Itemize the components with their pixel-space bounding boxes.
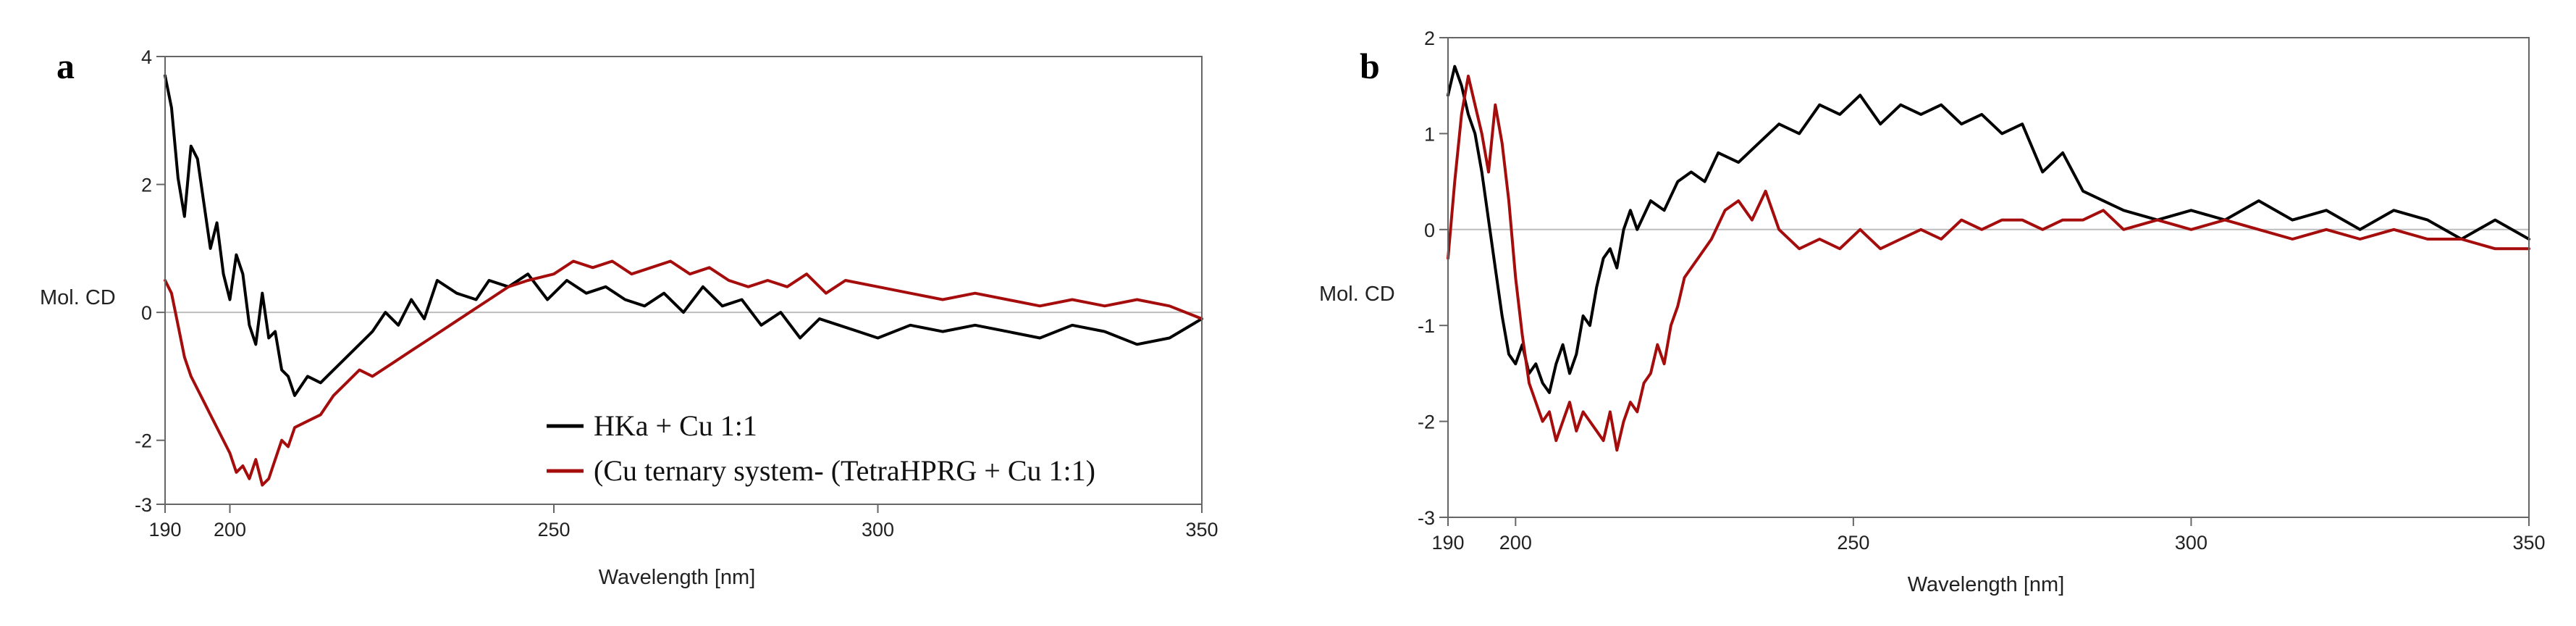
y-tick-label: 0 bbox=[1424, 220, 1435, 241]
legend-label-ternary: (Cu ternary system- (TetraHPRG + Cu 1:1) bbox=[594, 454, 1095, 487]
y-tick-label: 2 bbox=[1424, 28, 1435, 49]
series-line-ternary bbox=[1447, 75, 2530, 452]
x-tick-label: 300 bbox=[862, 519, 894, 541]
y-axis-title-b: Mol. CD bbox=[1319, 283, 1395, 306]
series-line-hka bbox=[164, 74, 1203, 397]
x-axis-title-a: Wavelength [nm] bbox=[599, 566, 756, 589]
x-tick-label: 190 bbox=[1431, 532, 1464, 554]
y-tick-label: 2 bbox=[141, 175, 152, 196]
y-tick-label: -2 bbox=[135, 430, 152, 452]
x-tick-label: 350 bbox=[1185, 519, 1218, 541]
chart-panel-b: b -3 -2 -1 0 1 2 190 200 250 300 350 Mol. CD Wave… bbox=[1319, 28, 2546, 596]
x-tick-label: 200 bbox=[1499, 532, 1532, 554]
x-ticks-a: 190 200 250 300 350 bbox=[148, 504, 1218, 541]
x-tick-label: 300 bbox=[2175, 532, 2207, 554]
series-group-b bbox=[1447, 64, 2530, 452]
x-ticks-b: 190 200 250 300 350 bbox=[1431, 517, 2546, 554]
y-ticks-a: -3 -2 0 2 4 bbox=[135, 46, 165, 516]
plot-frame-b bbox=[1447, 37, 2530, 518]
series-group-a bbox=[164, 74, 1203, 487]
y-axis-title-a: Mol. CD bbox=[40, 286, 116, 309]
y-tick-label: 0 bbox=[141, 302, 152, 324]
legend-label-hka: HKa + Cu 1:1 bbox=[594, 409, 757, 442]
x-tick-label: 350 bbox=[2512, 532, 2545, 554]
y-tick-label: 4 bbox=[141, 46, 152, 68]
y-tick-label: 1 bbox=[1424, 123, 1435, 145]
x-tick-label: 250 bbox=[537, 519, 570, 541]
x-tick-label: 200 bbox=[214, 519, 246, 541]
y-tick-label: -3 bbox=[135, 494, 152, 516]
panel-label-a: a bbox=[56, 46, 75, 86]
panel-label-b: b bbox=[1360, 46, 1380, 86]
y-tick-label: -1 bbox=[1418, 315, 1435, 337]
plot-frame-a bbox=[164, 56, 1203, 505]
chart-panel-a: a -3 -2 0 2 4 190 200 250 300 350 Mol. CD Wavele… bbox=[40, 46, 1218, 589]
legend-a: HKa + Cu 1:1 (Cu ternary system- (TetraH… bbox=[547, 409, 1095, 487]
series-line-ternary bbox=[164, 259, 1203, 487]
y-tick-label: -2 bbox=[1418, 412, 1435, 433]
x-axis-title-b: Wavelength [nm] bbox=[1908, 573, 2065, 596]
x-tick-label: 190 bbox=[148, 519, 181, 541]
y-tick-label: -3 bbox=[1418, 507, 1435, 529]
x-tick-label: 250 bbox=[1837, 532, 1869, 554]
y-ticks-b: -3 -2 -1 0 1 2 bbox=[1418, 28, 1448, 529]
